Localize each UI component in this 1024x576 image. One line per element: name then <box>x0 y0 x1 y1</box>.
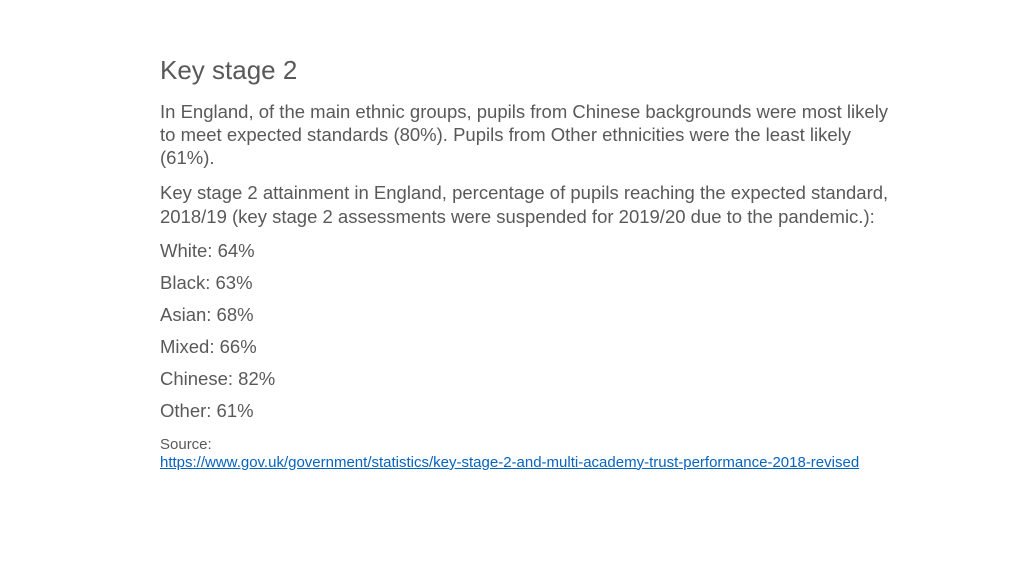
stat-mixed: Mixed: 66% <box>160 336 894 358</box>
stat-chinese: Chinese: 82% <box>160 368 894 390</box>
stat-other: Other: 61% <box>160 400 894 422</box>
stat-black: Black: 63% <box>160 272 894 294</box>
intro-paragraph: In England, of the main ethnic groups, p… <box>160 100 894 169</box>
stat-white: White: 64% <box>160 240 894 262</box>
source-label: Source: <box>160 436 894 453</box>
context-paragraph: Key stage 2 attainment in England, perce… <box>160 181 894 227</box>
page-title: Key stage 2 <box>160 55 894 86</box>
stat-asian: Asian: 68% <box>160 304 894 326</box>
source-link[interactable]: https://www.gov.uk/government/statistics… <box>160 453 880 473</box>
